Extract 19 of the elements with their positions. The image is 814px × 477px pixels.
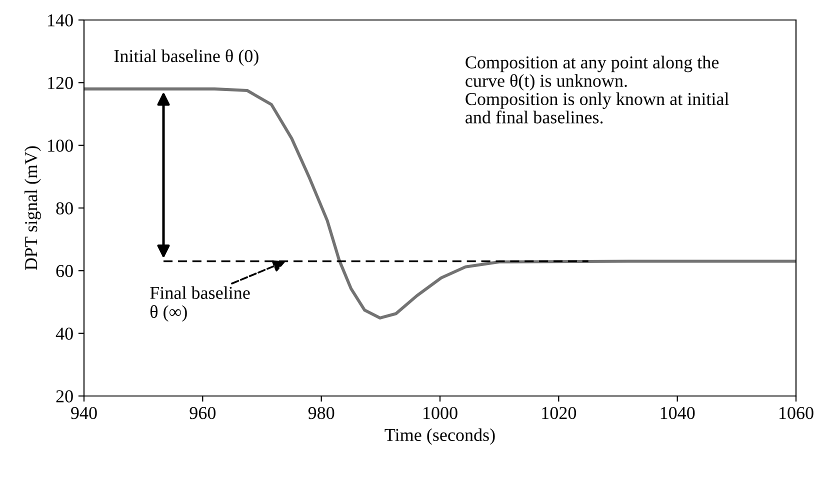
y-tick-label: 100 — [48, 140, 73, 152]
y-tick-label: 60 — [56, 264, 73, 278]
y-tick-label: 20 — [56, 390, 73, 402]
x-axis-title: Time (seconds) — [384, 428, 495, 445]
x-tick-label: 1040 — [660, 406, 695, 420]
x-tick-label: 940 — [71, 406, 97, 420]
x-tick-label: 1000 — [424, 406, 458, 420]
x-tick-label: 960 — [190, 406, 216, 420]
annotation: Composition at any point along the curve θ(t) is unknown. Composition is only known at initial and final baselines. — [466, 56, 729, 124]
y-tick-label: 80 — [56, 202, 73, 214]
x-tick-label: 1060 — [780, 406, 814, 420]
y-tick-label: 40 — [56, 328, 73, 340]
y-axis-title: DPT signal (mV) — [24, 146, 41, 270]
annotation: Initial baseline θ (0) — [114, 49, 258, 66]
x-tick-label: 1020 — [542, 406, 576, 420]
annotation: Final baseline θ (∞) — [150, 286, 250, 322]
y-tick-label: 140 — [48, 14, 73, 26]
y-tick-label: 120 — [48, 76, 73, 90]
x-tick-label: 980 — [308, 406, 334, 420]
